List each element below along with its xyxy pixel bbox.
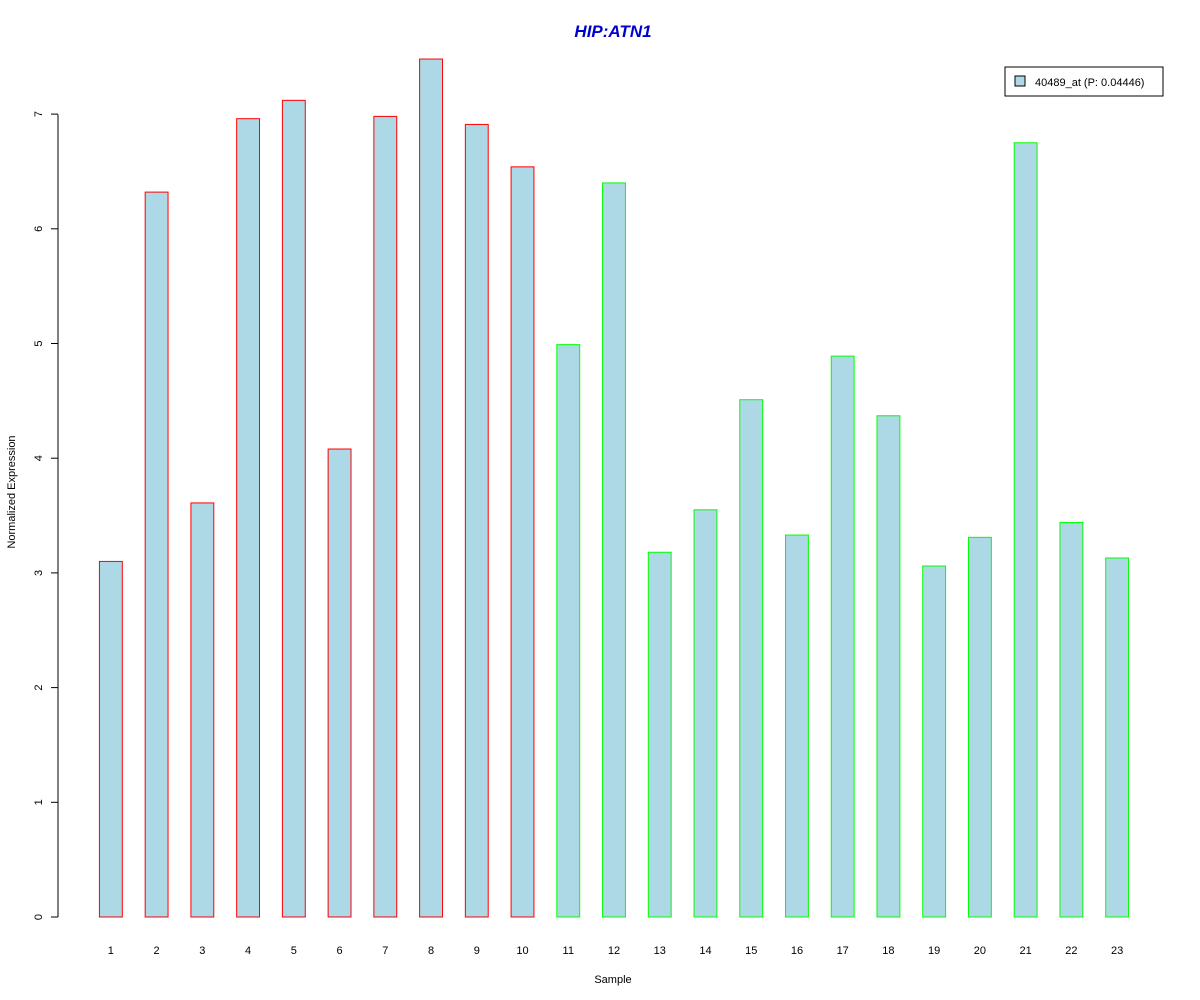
- bar-sample-4: [236, 118, 261, 918]
- bar-sample-9: [464, 123, 489, 918]
- x-axis-tick-labels: 1 2 3 4 5 6 7 8 9 10 11 12 13 14 15 16 17 18 19 20 21 22 23: [108, 945, 1123, 957]
- y-tick-label: 4: [33, 455, 45, 461]
- bar-sample-3: [190, 502, 215, 918]
- x-tick-label: 15: [745, 945, 757, 957]
- chart-title: HIP:ATN1: [574, 22, 651, 41]
- x-tick-label: 20: [974, 945, 986, 957]
- legend-label: 40489_at (P: 0.04446): [1035, 77, 1144, 89]
- x-tick-label: 23: [1111, 945, 1123, 957]
- bar-sample-2: [144, 191, 169, 918]
- bar-sample-10: [510, 166, 535, 918]
- x-tick-label: 22: [1065, 945, 1077, 957]
- y-tick-label: 2: [33, 685, 45, 691]
- y-axis-label: Normalized Expression: [6, 435, 18, 548]
- x-tick-label: 13: [654, 945, 666, 957]
- bar-sample-11: [556, 344, 581, 918]
- bar-sample-18: [876, 415, 901, 918]
- bar-sample-7: [373, 115, 398, 918]
- x-tick-label: 10: [516, 945, 528, 957]
- x-tick-label: 5: [291, 945, 297, 957]
- bars-group: [98, 58, 1130, 918]
- bar-sample-22: [1059, 521, 1084, 918]
- bar-sample-16: [785, 534, 809, 918]
- bar-sample-15: [739, 399, 764, 918]
- y-tick-label: 1: [33, 799, 45, 805]
- bar-sample-19: [922, 565, 947, 918]
- bar-sample-17: [830, 355, 855, 918]
- y-tick-label: 6: [33, 226, 45, 232]
- x-tick-label: 19: [928, 945, 940, 957]
- bar-sample-14: [693, 509, 718, 918]
- y-tick-label: 5: [33, 340, 45, 346]
- bar-sample-12: [602, 182, 626, 918]
- x-tick-label: 4: [245, 945, 251, 957]
- x-tick-label: 18: [882, 945, 894, 957]
- x-tick-label: 1: [108, 945, 114, 957]
- x-tick-label: 9: [474, 945, 480, 957]
- x-tick-label: 11: [563, 945, 574, 957]
- bar-sample-21: [1013, 142, 1038, 918]
- bar-sample-20: [967, 536, 992, 918]
- x-tick-label: 14: [699, 945, 711, 957]
- y-tick-label: 7: [33, 111, 45, 117]
- legend-swatch: [1014, 75, 1026, 87]
- bar-sample-5: [281, 99, 306, 918]
- bar-sample-6: [327, 448, 352, 918]
- bar-sample-8: [419, 58, 443, 918]
- y-axis-ticks: 0 1 2 3 4 5 6 7: [33, 111, 58, 920]
- x-tick-label: 16: [791, 945, 803, 957]
- x-tick-label: 3: [199, 945, 205, 957]
- x-tick-label: 8: [428, 945, 434, 957]
- x-tick-label: 21: [1020, 945, 1032, 957]
- bar-sample-23: [1105, 557, 1130, 918]
- y-tick-label: 3: [33, 570, 45, 576]
- x-tick-label: 12: [608, 945, 620, 957]
- legend: 40489_at (P: 0.04446): [1004, 66, 1164, 97]
- y-tick-label: 0: [33, 914, 45, 920]
- legend-box: [1004, 66, 1164, 97]
- x-tick-label: 2: [154, 945, 160, 957]
- x-tick-label: 17: [837, 945, 849, 957]
- x-tick-label: 6: [337, 945, 343, 957]
- bar-sample-13: [647, 551, 672, 918]
- x-axis-label: Sample: [594, 974, 631, 986]
- x-tick-label: 7: [382, 945, 388, 957]
- bar-sample-1: [98, 560, 123, 918]
